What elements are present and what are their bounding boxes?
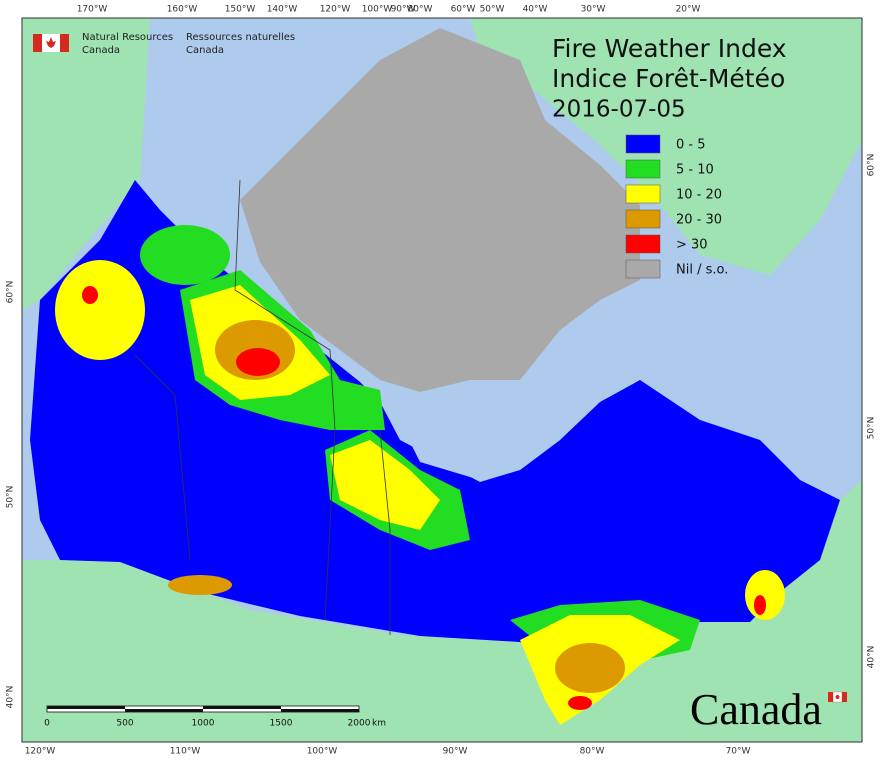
province-border [379,429,391,635]
graticule-label-top: 160°W [167,5,198,15]
graticule-label-top: 80°W [408,5,433,15]
title-date: 2016-07-05 [552,97,686,123]
legend-label: Nil / s.o. [676,263,728,278]
graticule-label-top: 90°W [391,5,416,15]
legend-swatch [625,159,661,179]
graticule-label-bottom: 100°W [307,747,338,757]
maple-leaf [46,37,56,48]
scale-label: 500 [116,719,133,729]
arctic-nil [240,28,640,392]
scale-bar-segment [203,706,281,709]
scale-bar-segment [47,706,125,709]
legend-label: 20 - 30 [676,213,722,228]
usa [22,480,862,742]
greenland [470,18,862,275]
fwi-orange-south [555,643,625,693]
flag-bar [60,34,69,52]
graticule-label-top: 150°W [225,5,256,15]
fwi-red-yukon [82,286,98,304]
graticule-label-top: 40°W [523,5,548,15]
graticule-label-top: 170°W [77,5,108,15]
legend-swatch [625,259,661,279]
org-name-en: Natural Resources [82,32,173,43]
title-en: Fire Weather Index [552,34,787,63]
fwi-red-maritime [754,595,766,615]
org-name-en: Canada [82,45,120,56]
fwi-yellow-maritime [745,570,785,620]
scale-bar-segment [281,709,359,712]
scale-label: 0 [44,719,50,729]
graticule-label-top: 120°W [320,5,351,15]
province-border [234,179,336,621]
title-fr: Indice Forêt-Météo [552,64,785,93]
province-border [134,354,191,561]
scale-unit: km [372,719,386,729]
fwi-yellow-yukon [55,260,145,360]
scale-label: 1000 [192,719,215,729]
graticule-label-top: 60°W [451,5,476,15]
graticule-label-top: 20°W [676,5,701,15]
wordmark: Canada [690,685,822,734]
legend-swatch [625,134,661,154]
map-frame [21,17,863,743]
graticule-label-bottom: 120°W [25,747,56,757]
graticule-label-right: 40°N [867,646,877,669]
scale-label: 2000 [348,719,371,729]
flag-bar [33,34,42,52]
graticule-label-right: 50°N [867,417,877,440]
graticule-label-left: 60°N [6,281,16,304]
wordmark-flag [828,692,833,702]
legend-label: > 30 [676,238,708,253]
scale-label: 1500 [270,719,293,729]
fwi-red-nwt [236,348,280,376]
legend-swatch [625,184,661,204]
alaska [22,18,150,310]
graticule-label-top: 140°W [267,5,298,15]
graticule-label-left: 50°N [6,486,16,509]
fwi-yellow-prairie [330,440,440,530]
wordmark-flag [835,695,840,699]
legend-label: 0 - 5 [676,138,706,153]
graticule-label-top: 30°W [581,5,606,15]
graticule-label-left: 40°N [6,686,16,709]
wordmark-flag [842,692,847,702]
legend-label: 10 - 20 [676,188,722,203]
graticule-label-top: 100°W [362,5,393,15]
org-name-fr: Canada [186,45,224,56]
hudson-bay [390,382,560,480]
graticule-label-bottom: 80°W [580,747,605,757]
legend-swatch [625,209,661,229]
legend-swatch [625,234,661,254]
scale-bar-segment [125,709,203,712]
graticule-label-top: 50°W [480,5,505,15]
fwi-orange-bc [168,575,232,595]
graticule-label-bottom: 70°W [726,747,751,757]
fwi-green-nw [140,225,230,285]
org-name-fr: Ressources naturelles [186,32,295,43]
graticule-label-bottom: 90°W [443,747,468,757]
fwi-red-south [568,696,592,710]
graticule-label-bottom: 110°W [170,747,201,757]
graticule-label-right: 60°N [867,154,877,177]
map-body [22,18,862,742]
legend-label: 5 - 10 [676,163,714,178]
